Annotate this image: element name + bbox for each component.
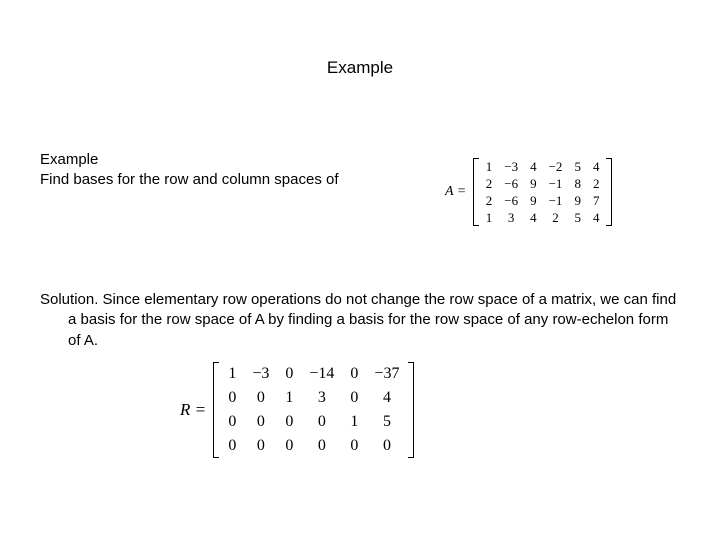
matrix-cell: 9 <box>568 192 587 209</box>
matrix-cell: 0 <box>342 434 366 458</box>
matrix-r: R = 1 −3 0 −14 0 −37 0 0 1 3 0 4 0 0 <box>180 362 414 458</box>
matrix-cell: 1 <box>480 209 499 226</box>
matrix-cell: −1 <box>543 192 569 209</box>
matrix-cell: 4 <box>587 209 606 226</box>
matrix-cell: −6 <box>498 175 524 192</box>
matrix-cell: 2 <box>587 175 606 192</box>
matrix-cell: 0 <box>244 386 277 410</box>
matrix-cell: 1 <box>277 386 301 410</box>
matrix-cell: 2 <box>543 209 569 226</box>
matrix-cell: 3 <box>498 209 524 226</box>
matrix-cell: −3 <box>244 362 277 386</box>
matrix-cell: 0 <box>342 386 366 410</box>
matrix-cell: −14 <box>301 362 342 386</box>
matrix-cell: 5 <box>568 158 587 175</box>
solution-text: Solution. Since elementary row operation… <box>40 290 680 351</box>
solution-block: Solution. Since elementary row operation… <box>40 290 680 351</box>
matrix-r-label: R = <box>180 400 206 420</box>
matrix-cell: −2 <box>543 158 569 175</box>
matrix-cell: 0 <box>220 410 244 434</box>
matrix-cell: 4 <box>524 158 543 175</box>
matrix-cell: 1 <box>342 410 366 434</box>
matrix-r-grid: 1 −3 0 −14 0 −37 0 0 1 3 0 4 0 0 0 0 1 <box>220 362 407 458</box>
right-bracket-icon <box>407 362 414 458</box>
matrix-cell: 4 <box>587 158 606 175</box>
problem-label: Example <box>40 150 420 170</box>
problem-statement: Find bases for the row and column spaces… <box>40 170 420 190</box>
left-bracket-icon <box>473 158 480 226</box>
matrix-cell: 0 <box>342 362 366 386</box>
matrix-cell: 0 <box>301 434 342 458</box>
matrix-cell: 0 <box>277 434 301 458</box>
matrix-cell: 5 <box>366 410 407 434</box>
matrix-cell: 5 <box>568 209 587 226</box>
matrix-cell: 2 <box>480 175 499 192</box>
matrix-a-label: A = <box>445 184 466 200</box>
matrix-cell: 3 <box>301 386 342 410</box>
matrix-cell: −6 <box>498 192 524 209</box>
matrix-cell: 1 <box>480 158 499 175</box>
matrix-cell: 4 <box>524 209 543 226</box>
matrix-cell: 0 <box>220 386 244 410</box>
matrix-cell: 0 <box>244 410 277 434</box>
matrix-cell: 2 <box>480 192 499 209</box>
left-bracket-icon <box>213 362 220 458</box>
matrix-cell: 9 <box>524 192 543 209</box>
matrix-cell: −3 <box>498 158 524 175</box>
matrix-a-grid: 1 −3 4 −2 5 4 2 −6 9 −1 8 2 2 −6 9 −1 9 <box>480 158 606 226</box>
matrix-cell: 9 <box>524 175 543 192</box>
matrix-cell: 1 <box>220 362 244 386</box>
matrix-cell: −1 <box>543 175 569 192</box>
matrix-cell: −37 <box>366 362 407 386</box>
matrix-cell: 0 <box>277 362 301 386</box>
matrix-a: A = 1 −3 4 −2 5 4 2 −6 9 −1 8 2 2 −6 <box>445 158 612 226</box>
matrix-cell: 0 <box>220 434 244 458</box>
matrix-cell: 0 <box>366 434 407 458</box>
matrix-cell: 0 <box>301 410 342 434</box>
right-bracket-icon <box>605 158 612 226</box>
matrix-cell: 0 <box>277 410 301 434</box>
matrix-cell: 7 <box>587 192 606 209</box>
problem-block: Example Find bases for the row and colum… <box>40 150 420 191</box>
matrix-cell: 4 <box>366 386 407 410</box>
matrix-cell: 8 <box>568 175 587 192</box>
page-title: Example <box>0 58 720 78</box>
matrix-cell: 0 <box>244 434 277 458</box>
